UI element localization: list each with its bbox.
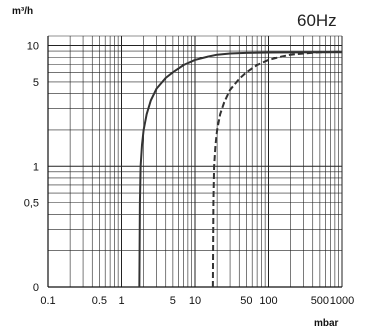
x-tick-label: 0.5 xyxy=(92,295,107,307)
y-tick-label: 5 xyxy=(33,77,39,89)
x-tick-label: 0.1 xyxy=(40,295,55,307)
y-tick-label: 10 xyxy=(27,41,39,53)
x-axis-label: mbar xyxy=(314,318,339,329)
series-line-1-solid xyxy=(138,51,342,288)
y-tick-label: 0,5 xyxy=(24,198,39,210)
x-axis-tick-labels: 0.1 0.5 1 5 10 50 100 500 1000 xyxy=(40,295,354,307)
y-tick-label: 0 xyxy=(33,282,39,294)
grid xyxy=(47,35,343,288)
x-tick-label: 1 xyxy=(118,295,124,307)
y-axis-tick-labels: 0 0,5 1 5 10 xyxy=(24,41,39,294)
x-tick-label: 1000 xyxy=(330,295,354,307)
x-tick-label: 500 xyxy=(311,295,329,307)
series-line-2-dashed xyxy=(211,50,343,288)
x-tick-label: 50 xyxy=(240,295,252,307)
x-tick-label: 5 xyxy=(170,295,176,307)
y-tick-label: 1 xyxy=(33,161,39,173)
x-tick-label: 10 xyxy=(189,295,201,307)
x-tick-label: 100 xyxy=(259,295,277,307)
frequency-badge: 60Hz xyxy=(297,11,337,30)
y-axis-label: m³/h xyxy=(12,6,33,17)
series-group xyxy=(138,50,343,288)
